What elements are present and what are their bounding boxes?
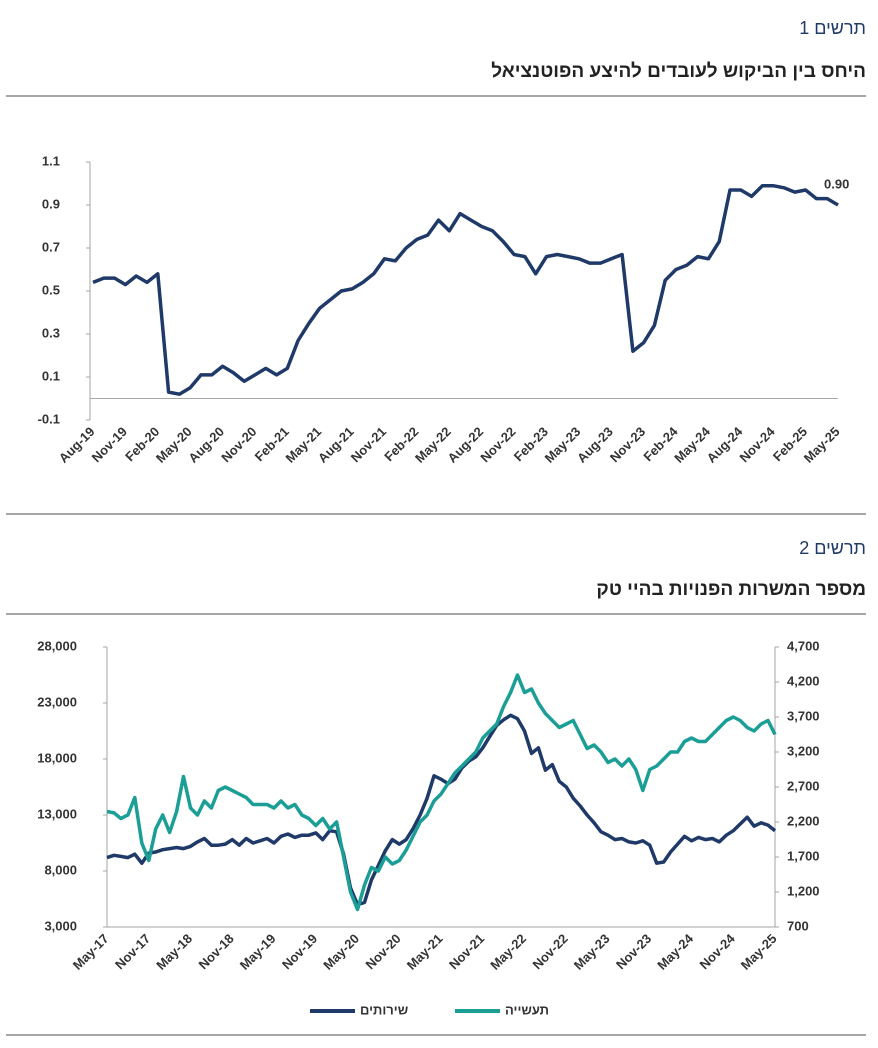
y2-tick-label: 1,200: [787, 883, 820, 898]
x-tick-label: Aug-24: [704, 423, 746, 465]
x-tick-label: Nov-19: [279, 931, 320, 972]
rule: [6, 95, 866, 97]
figure-label: תרשים 2: [799, 538, 866, 558]
x-tick-label: Nov-20: [218, 424, 259, 465]
series-line: [106, 673, 777, 912]
chart-title: היחס בין הביקוש לעובדים להיצע הפוטנציאל: [491, 61, 866, 82]
x-tick-label: Nov-17: [112, 931, 153, 972]
legend-label: תעשייה: [505, 1002, 549, 1017]
x-tick-label: Aug-19: [56, 424, 98, 466]
x-tick-label: Aug-20: [185, 424, 227, 466]
x-tick-label: May-20: [320, 931, 362, 973]
y-tick-label: 13,000: [37, 806, 77, 821]
y-tick-label: -0.1: [38, 411, 60, 426]
x-tick-label: Aug-22: [444, 424, 486, 466]
y-tick-label: 0.5: [42, 282, 60, 297]
legend-label: שירותים: [360, 1002, 408, 1017]
y-tick-label: 0.7: [42, 239, 60, 254]
y-tick-label: 8,000: [44, 862, 77, 877]
y2-tick-label: 3,200: [787, 743, 820, 758]
x-tick-label: May-25: [738, 931, 780, 973]
x-tick-label: Nov-18: [196, 931, 237, 972]
y2-tick-label: 4,700: [787, 638, 820, 653]
x-tick-label: May-17: [70, 931, 112, 973]
x-tick-label: Nov-21: [348, 424, 389, 465]
rule: [6, 513, 866, 515]
x-tick-label: Nov-24: [737, 423, 779, 465]
x-tick-label: Nov-22: [477, 424, 518, 465]
x-tick-label: May-18: [153, 931, 195, 973]
y2-tick-label: 700: [787, 918, 809, 933]
x-tick-label: Nov-19: [89, 424, 130, 465]
y-tick-label: 23,000: [37, 694, 77, 709]
x-tick-label: Nov-21: [446, 931, 487, 972]
y-tick-label: 3,000: [44, 918, 77, 933]
x-tick-label: Nov-22: [530, 931, 571, 972]
y2-tick-label: 1,700: [787, 848, 820, 863]
y-tick-label: 0.9: [42, 196, 60, 211]
y-tick-label: 18,000: [37, 750, 77, 765]
y-tick-label: 1.1: [42, 153, 60, 168]
y2-tick-label: 3,700: [787, 708, 820, 723]
x-tick-label: May-21: [404, 931, 446, 973]
y2-tick-label: 4,200: [787, 673, 820, 688]
series-line: [106, 713, 777, 907]
x-tick-label: Nov-23: [613, 931, 654, 972]
y-tick-label: 0.1: [42, 368, 60, 383]
chart-title: מספר המשרות הפנויות בהיי טק: [596, 579, 866, 600]
y-tick-label: 28,000: [37, 638, 77, 653]
x-tick-label: Aug-23: [574, 424, 616, 466]
x-tick-label: May-19: [237, 931, 279, 973]
rule: [6, 613, 866, 615]
x-tick-label: May-22: [487, 931, 529, 973]
x-tick-label: Nov-20: [363, 931, 404, 972]
x-tick-label: Nov-23: [607, 424, 648, 465]
series-line: [92, 183, 839, 396]
y2-tick-label: 2,200: [787, 813, 820, 828]
x-tick-label: May-24: [654, 930, 696, 972]
x-tick-label: Aug-21: [315, 424, 357, 466]
data-label: 0.90: [824, 176, 849, 191]
y-tick-label: 0.3: [42, 325, 60, 340]
x-tick-label: May-25: [801, 424, 843, 466]
x-tick-label: Nov-24: [697, 930, 739, 972]
figure-label: תרשים 1: [799, 18, 866, 38]
x-tick-label: May-23: [571, 931, 613, 973]
y2-tick-label: 2,700: [787, 778, 820, 793]
rule: [6, 1034, 866, 1036]
